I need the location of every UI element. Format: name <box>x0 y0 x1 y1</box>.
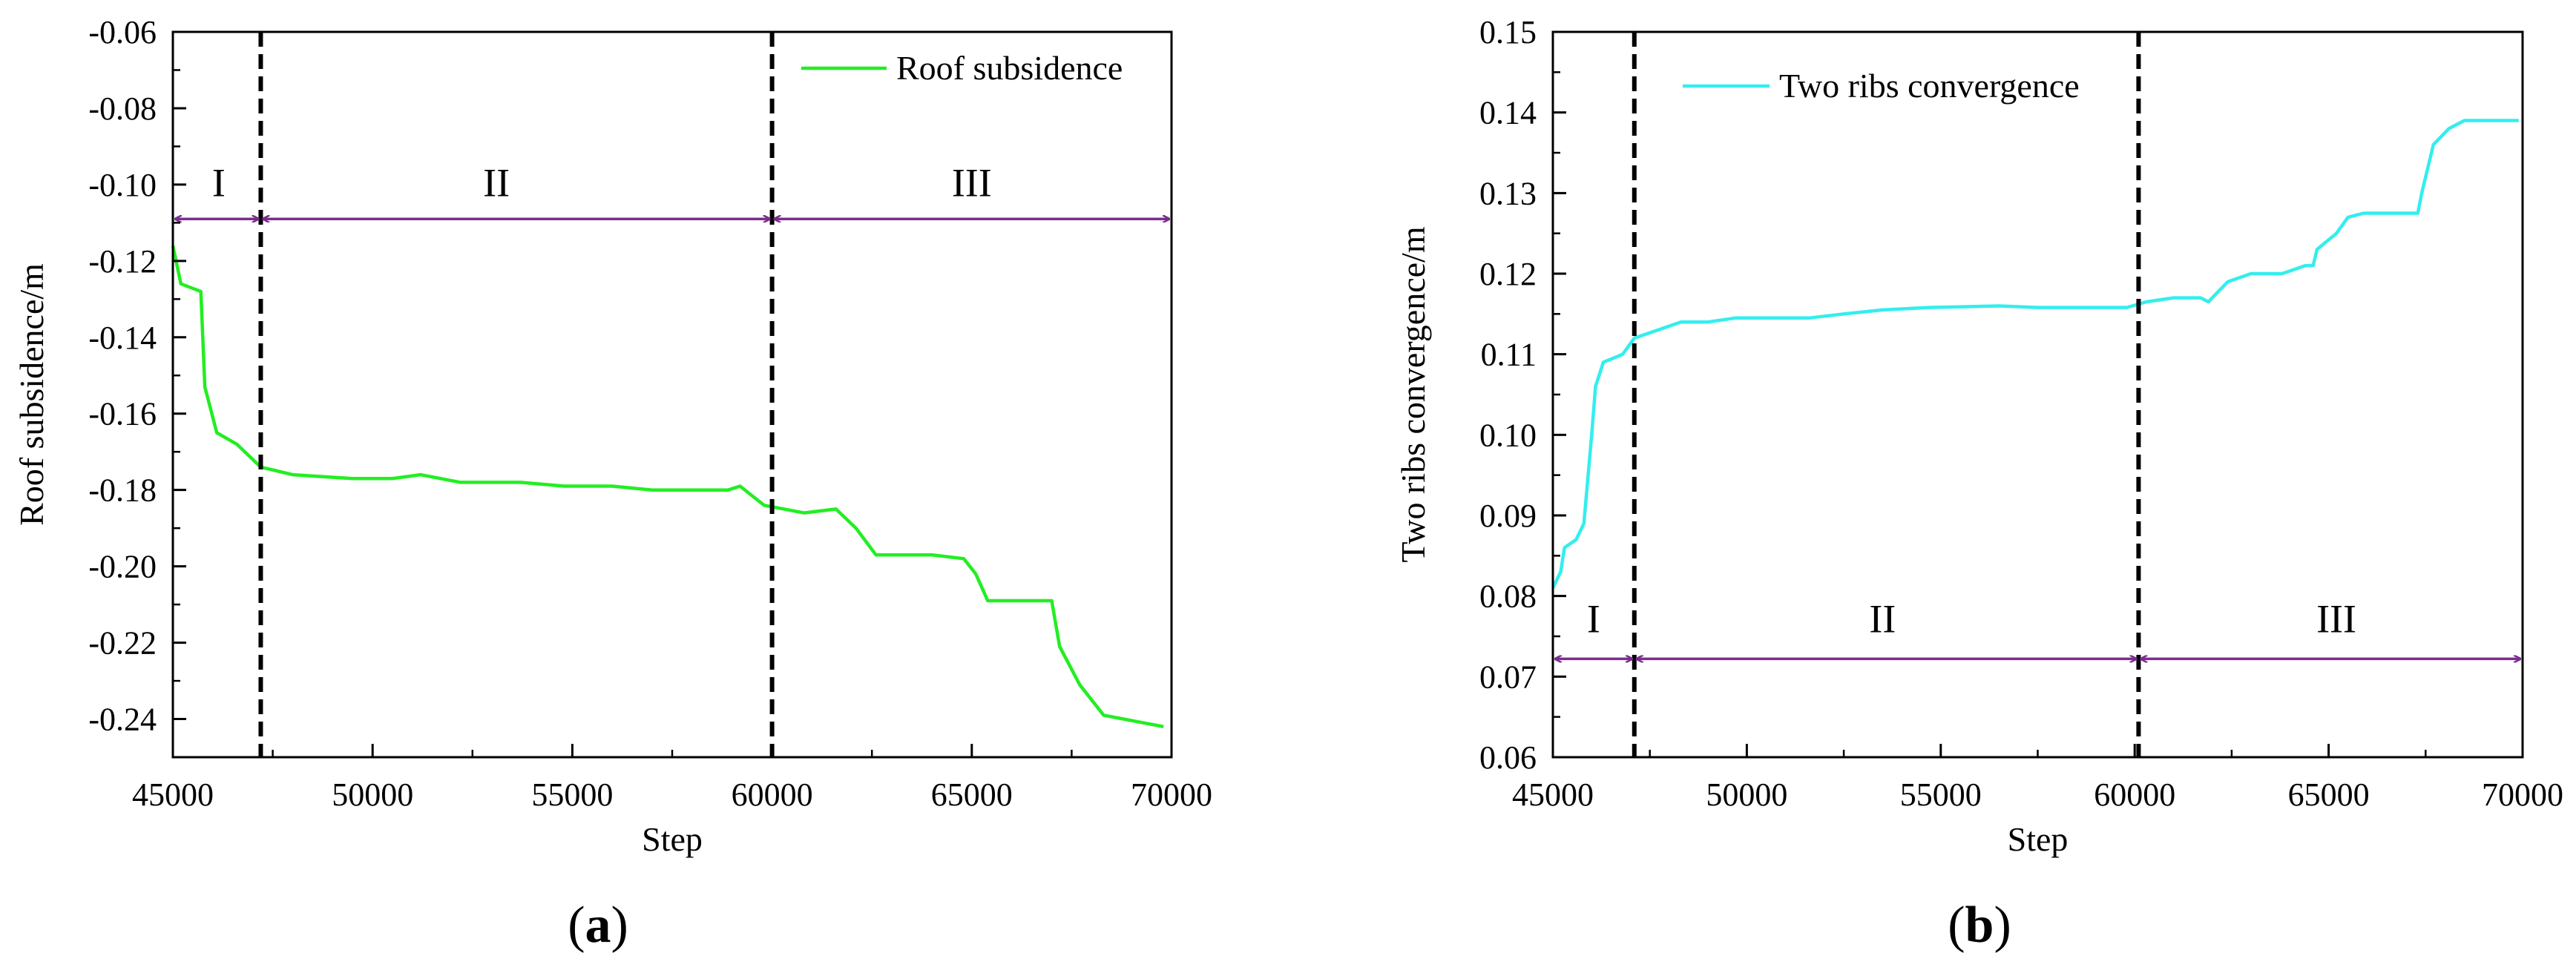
panel-b-y-axis-title: Two ribs convergence/m <box>1394 226 1432 562</box>
y-tick-label: 0.14 <box>1479 95 1537 131</box>
x-tick-label: 70000 <box>1131 776 1212 813</box>
stage-label: III <box>2316 597 2356 641</box>
y-tick-label: -0.08 <box>88 90 157 127</box>
panel-b-legend-label: Two ribs convergence <box>1779 67 2080 105</box>
y-tick-label: 0.15 <box>1479 14 1537 50</box>
x-tick-label: 50000 <box>332 776 413 813</box>
panel-a-y-axis-title: Roof subsidence/m <box>13 263 50 526</box>
panel-a-legend: Roof subsidence <box>801 49 1123 87</box>
chart-panel-a: I II III 45000 50000 55000 60000 65000 70000-0.… <box>13 14 1212 954</box>
x-tick-label: 45000 <box>132 776 214 813</box>
panel-a-series <box>171 245 1164 729</box>
panel-b-ticks: 45000 50000 55000 60000 65000 70000 0.06 0.07 0.… <box>1479 14 2563 813</box>
panel-a-ticks: 45000 50000 55000 60000 65000 70000 -0.24 -0.22… <box>88 14 1212 813</box>
x-tick-label: 65000 <box>2288 776 2370 813</box>
y-tick-label: 0.13 <box>1479 175 1537 211</box>
x-tick-label: 55000 <box>1900 776 1982 813</box>
y-tick-label: -0.24 <box>88 702 157 738</box>
series-line-0 <box>171 245 1164 729</box>
panel-b-x-axis-title: Step <box>2008 820 2069 858</box>
stage-label: II <box>483 160 510 205</box>
y-tick-label: -0.18 <box>88 472 157 509</box>
y-tick-label: -0.20 <box>88 549 157 585</box>
x-tick-label: 70000 <box>2482 776 2563 813</box>
panel-a-stages: I II III <box>175 32 1169 757</box>
y-tick-label: -0.10 <box>88 167 157 203</box>
stage-label: I <box>1587 597 1600 641</box>
y-tick-label: -0.12 <box>88 243 157 280</box>
panel-b-legend: Two ribs convergence <box>1683 67 2080 105</box>
stage-label: II <box>1869 597 1896 641</box>
chart-panel-b: I II III 45000 50000 55000 60000 65000 700000.0… <box>1394 14 2563 954</box>
y-tick-label: 0.10 <box>1479 417 1537 453</box>
stage-label: III <box>952 160 992 205</box>
x-tick-label: 50000 <box>1706 776 1787 813</box>
y-tick-label: -0.16 <box>88 396 157 432</box>
y-tick-label: -0.06 <box>88 14 157 50</box>
y-tick-label: 0.11 <box>1481 337 1537 373</box>
panel-b-caption: (b) <box>1948 897 2011 954</box>
panel-a-plot-frame <box>171 30 1173 759</box>
panel-b-plot-frame <box>1551 30 2524 759</box>
y-tick-label: 0.12 <box>1479 256 1537 292</box>
y-tick-label: 0.07 <box>1479 659 1537 695</box>
x-tick-label: 60000 <box>732 776 813 813</box>
panel-a-caption-letter: a <box>585 897 611 954</box>
panel-a-legend-label: Roof subsidence <box>896 49 1123 87</box>
x-tick-label: 65000 <box>931 776 1013 813</box>
x-tick-label: 45000 <box>1512 776 1594 813</box>
y-tick-label: -0.14 <box>88 320 157 356</box>
y-tick-label: -0.22 <box>88 625 157 662</box>
stage-label: I <box>212 160 226 205</box>
panel-b-caption-letter: b <box>1965 897 1994 954</box>
y-tick-label: 0.06 <box>1479 739 1537 776</box>
series-line-0 <box>1551 119 2519 589</box>
panel-b-stages: I II III <box>1555 32 2520 757</box>
y-tick-label: 0.08 <box>1479 578 1537 615</box>
y-tick-label: 0.09 <box>1479 498 1537 534</box>
x-tick-label: 60000 <box>2094 776 2175 813</box>
panel-b-series <box>1551 119 2519 589</box>
panel-a-caption: (a) <box>568 897 628 954</box>
panel-a-x-axis-title: Step <box>642 820 703 858</box>
x-tick-label: 55000 <box>531 776 613 813</box>
